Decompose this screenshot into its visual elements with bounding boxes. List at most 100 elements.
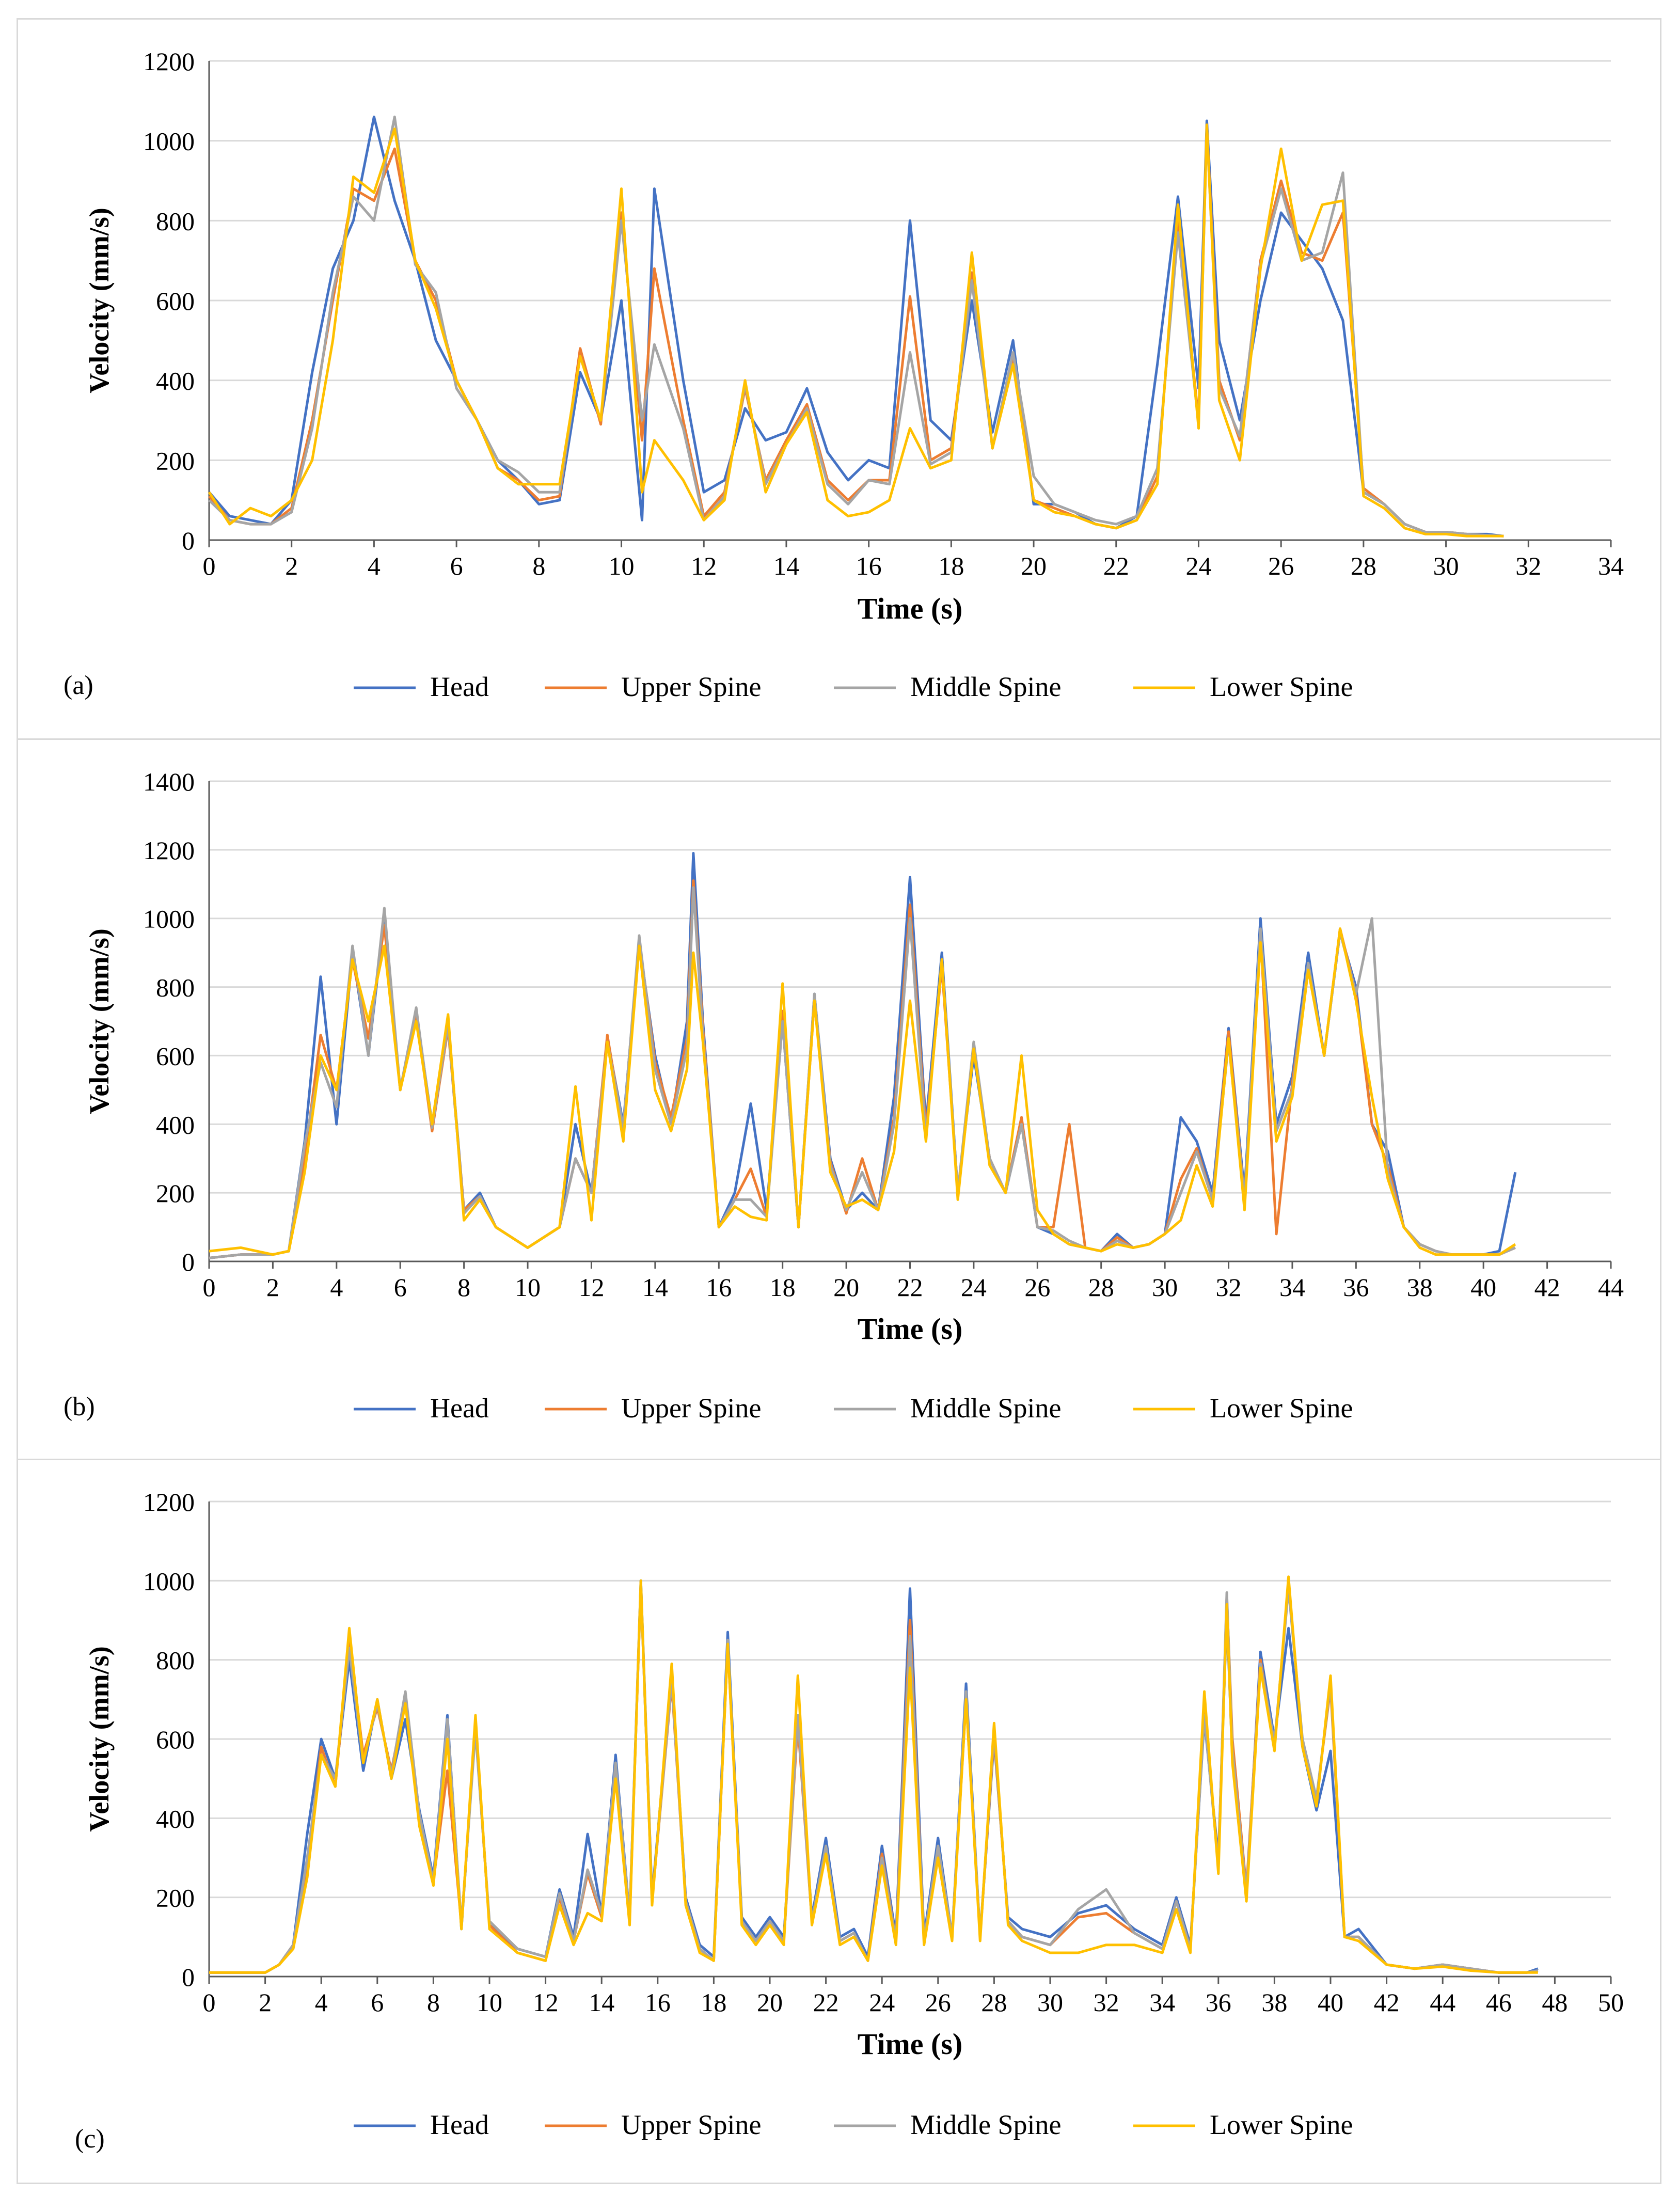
x-tick-label: 16 xyxy=(645,1988,671,2017)
x-tick-label: 40 xyxy=(1470,1273,1496,1302)
series-line-lower-spine xyxy=(208,123,1504,538)
panel-label-b: (b) xyxy=(64,1392,95,1421)
x-tick-label: 14 xyxy=(642,1273,668,1302)
y-tick-label: 400 xyxy=(156,367,195,396)
y-tick-label: 800 xyxy=(156,973,195,1002)
x-tick-label: 2 xyxy=(259,1988,272,2017)
x-tick-label: 30 xyxy=(1152,1273,1178,1302)
legend-label: Lower Spine xyxy=(1210,671,1353,702)
x-tick-label: 42 xyxy=(1534,1273,1560,1302)
y-axis-title: Velocity (mm/s) xyxy=(84,1646,115,1831)
x-axis-title: Time (s) xyxy=(858,592,963,625)
x-tick-label: 4 xyxy=(330,1273,343,1302)
x-axis-title: Time (s) xyxy=(858,1312,963,1346)
chart-panel-c: 0 200 400 600 800 1000 1200 0 2 4 6 8 10 12 14 16 18 20 22… xyxy=(17,1459,1661,2184)
x-tick-label: 4 xyxy=(368,551,381,580)
x-tick-label: 26 xyxy=(1024,1273,1050,1302)
x-tick-label: 24 xyxy=(869,1988,895,2017)
x-tick-label: 28 xyxy=(1088,1273,1114,1302)
y-tick-label: 1000 xyxy=(143,127,195,156)
x-tick-label: 34 xyxy=(1149,1988,1175,2017)
x-tick-label: 2 xyxy=(285,551,298,580)
x-tick-label: 50 xyxy=(1598,1988,1624,2017)
x-tick-label: 46 xyxy=(1486,1988,1512,2017)
y-tick-label: 1200 xyxy=(143,47,195,76)
legend-label: Head xyxy=(430,671,489,702)
x-tick-label: 6 xyxy=(371,1988,384,2017)
x-tick-label: 16 xyxy=(856,551,882,580)
x-tick-label: 38 xyxy=(1261,1988,1287,2017)
x-tick-label: 38 xyxy=(1407,1273,1433,1302)
x-tick-label: 18 xyxy=(938,551,964,580)
x-tick-label: 24 xyxy=(961,1273,987,1302)
x-tick-label: 6 xyxy=(450,551,463,580)
x-tick-label: 36 xyxy=(1206,1988,1231,2017)
x-tick-label: 2 xyxy=(266,1273,279,1302)
x-tick-label: 28 xyxy=(981,1988,1007,2017)
x-tick-label: 20 xyxy=(833,1273,859,1302)
legend-label: Lower Spine xyxy=(1210,1393,1353,1424)
panel-label-c: (c) xyxy=(75,2124,105,2154)
x-tick-label: 44 xyxy=(1598,1273,1624,1302)
x-tick-label: 10 xyxy=(477,1988,502,2017)
legend-label: Head xyxy=(430,1393,489,1424)
x-tick-label: 12 xyxy=(578,1273,604,1302)
legend-label: Middle Spine xyxy=(910,1393,1062,1424)
chart-panel-b: 0 200 400 600 800 1000 1200 1400 0 2 4 6 8 10 12 14 16 18… xyxy=(17,738,1661,1464)
x-tick-label: 4 xyxy=(315,1988,328,2017)
y-tick-label: 200 xyxy=(156,1884,195,1913)
x-tick-label: 6 xyxy=(394,1273,407,1302)
series-line-head xyxy=(208,115,1504,538)
legend-label: Upper Spine xyxy=(621,671,761,702)
x-tick-label: 0 xyxy=(203,1273,216,1302)
x-tick-label: 32 xyxy=(1094,1988,1119,2017)
x-tick-label: 20 xyxy=(1021,551,1047,580)
x-tick-label: 20 xyxy=(757,1988,783,2017)
y-tick-label: 600 xyxy=(156,1725,195,1754)
y-tick-label: 1400 xyxy=(143,767,195,796)
y-tick-label: 0 xyxy=(182,1963,195,1992)
y-tick-label: 400 xyxy=(156,1110,195,1139)
x-tick-label: 14 xyxy=(589,1988,614,2017)
x-tick-label: 8 xyxy=(427,1988,440,2017)
x-tick-label: 32 xyxy=(1515,551,1541,580)
series-line-lower-spine xyxy=(209,927,1516,1256)
x-tick-label: 44 xyxy=(1430,1988,1455,2017)
x-tick-label: 32 xyxy=(1216,1273,1242,1302)
x-tick-label: 48 xyxy=(1542,1988,1568,2017)
y-tick-label: 600 xyxy=(156,287,195,315)
x-tick-label: 42 xyxy=(1374,1988,1400,2017)
legend-label: Middle Spine xyxy=(910,671,1062,702)
x-tick-label: 22 xyxy=(897,1273,923,1302)
legend-label: Upper Spine xyxy=(621,2109,761,2140)
x-tick-label: 26 xyxy=(925,1988,951,2017)
x-tick-label: 26 xyxy=(1268,551,1294,580)
legend-label: Lower Spine xyxy=(1210,2109,1353,2140)
y-tick-label: 800 xyxy=(156,207,195,235)
x-tick-label: 22 xyxy=(1103,551,1129,580)
y-tick-label: 1200 xyxy=(143,836,195,865)
x-tick-label: 10 xyxy=(609,551,635,580)
legend-label: Middle Spine xyxy=(910,2109,1062,2140)
y-tick-label: 1000 xyxy=(143,905,195,934)
y-axis-title: Velocity (mm/s) xyxy=(84,928,115,1114)
x-tick-label: 30 xyxy=(1433,551,1459,580)
series-line-lower-spine xyxy=(209,1575,1538,1974)
panel-label-a: (a) xyxy=(64,671,93,700)
legend-label: Upper Spine xyxy=(621,1393,761,1424)
x-tick-label: 0 xyxy=(203,1988,216,2017)
x-tick-label: 16 xyxy=(706,1273,732,1302)
y-tick-label: 200 xyxy=(156,1179,195,1208)
x-tick-label: 10 xyxy=(515,1273,541,1302)
x-tick-label: 24 xyxy=(1185,551,1211,580)
x-tick-label: 12 xyxy=(533,1988,559,2017)
y-tick-label: 200 xyxy=(156,446,195,475)
series-line-middle-spine xyxy=(208,115,1504,538)
x-axis-title: Time (s) xyxy=(858,2027,963,2061)
x-tick-label: 0 xyxy=(203,551,216,580)
y-tick-label: 400 xyxy=(156,1804,195,1833)
x-tick-label: 36 xyxy=(1343,1273,1369,1302)
